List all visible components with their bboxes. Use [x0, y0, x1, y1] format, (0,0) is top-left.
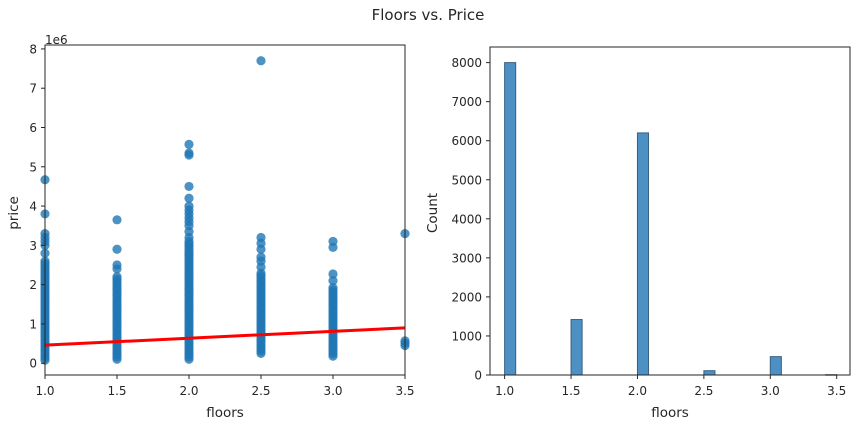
histogram-bar	[570, 319, 583, 376]
histogram-x-ticks: 1.0 1.5 2.0 2.5 3.0 3.5	[495, 375, 846, 398]
scatter-point	[112, 244, 122, 254]
histogram-y-tick-label: 0	[474, 369, 482, 383]
scatter-y-tick-label: 6	[29, 121, 37, 135]
histogram-y-tick-label: 8000	[451, 56, 482, 70]
scatter-y-offset-label: 1e6	[45, 33, 68, 47]
scatter-x-tick-label: 3.0	[323, 384, 342, 398]
regression-line-group	[44, 326, 406, 347]
scatter-y-axis-label: price	[6, 196, 22, 230]
histogram-bar	[703, 370, 716, 376]
scatter-points	[40, 56, 410, 365]
scatter-x-tick-label: 2.5	[251, 384, 270, 398]
scatter-point	[112, 260, 122, 270]
scatter-y-tick-label: 3	[29, 239, 37, 253]
histogram-x-tick-label: 2.0	[628, 384, 647, 398]
scatter-y-tick-label: 8	[29, 42, 37, 56]
scatter-y-tick-label: 4	[29, 200, 37, 214]
histogram-x-tick-label: 3.0	[761, 384, 780, 398]
scatter-y-tick-label: 5	[29, 160, 37, 174]
scatter-point	[112, 215, 122, 225]
histogram-x-tick-label: 1.0	[495, 384, 514, 398]
figure-title: Floors vs. Price	[372, 6, 485, 24]
scatter-y-tick-label: 2	[29, 278, 37, 292]
scatter-x-tick-label: 3.5	[395, 384, 414, 398]
scatter-point	[256, 252, 266, 262]
scatter-point	[256, 56, 266, 66]
scatter-point	[328, 283, 338, 293]
histogram-plot-frame	[489, 46, 851, 376]
histogram-x-tick-label: 3.5	[827, 384, 846, 398]
scatter-point	[184, 193, 194, 203]
histogram-chart: 1.0 1.5 2.0 2.5 3.0 3.5 0 1000 2000 3000 4000 5000…	[425, 46, 851, 421]
scatter-x-tick-label: 1.0	[35, 384, 54, 398]
regression-line	[44, 326, 406, 347]
scatter-y-tick-label: 7	[29, 82, 37, 96]
scatter-x-tick-label: 1.5	[107, 384, 126, 398]
scatter-point	[256, 268, 266, 278]
scatter-point	[328, 236, 338, 247]
histogram-y-tick-label: 4000	[451, 212, 482, 226]
scatter-y-tick-label: 1	[29, 317, 37, 331]
scatter-point	[184, 181, 194, 192]
scatter-plot-frame	[44, 44, 406, 376]
histogram-y-axis-label: Count	[425, 193, 441, 233]
histogram-bar	[636, 132, 650, 376]
scatter-y-ticks: 0 1 2 3 4 5 6 7 8	[29, 42, 45, 371]
histogram-y-tick-label: 3000	[451, 251, 482, 265]
histogram-bar	[769, 356, 782, 376]
histogram-bar	[504, 62, 517, 376]
histogram-y-ticks: 0 1000 2000 3000 4000 5000 6000 7000 8000	[451, 56, 490, 383]
histogram-x-tick-label: 1.5	[561, 384, 580, 398]
scatter-point	[256, 232, 266, 243]
scatter-point	[184, 148, 194, 158]
scatter-x-ticks: 1.0 1.5 2.0 2.5 3.0 3.5	[35, 375, 415, 398]
scatter-point	[328, 276, 338, 286]
scatter-y-tick-label: 0	[29, 357, 37, 371]
histogram-y-tick-label: 5000	[451, 173, 482, 187]
histogram-y-tick-label: 1000	[451, 329, 482, 343]
histogram-y-tick-label: 6000	[451, 134, 482, 148]
histogram-x-axis-label: floors	[651, 405, 689, 421]
scatter-x-tick-label: 2.0	[179, 384, 198, 398]
histogram-y-tick-label: 2000	[451, 290, 482, 304]
scatter-point	[184, 201, 194, 211]
scatter-point	[112, 272, 122, 282]
scatter-point	[184, 139, 194, 149]
histogram-x-tick-label: 2.5	[694, 384, 713, 398]
scatter-x-axis-label: floors	[206, 405, 244, 421]
histogram-y-tick-label: 7000	[451, 95, 482, 109]
scatter-point	[328, 269, 338, 279]
histogram-bars	[504, 62, 838, 376]
